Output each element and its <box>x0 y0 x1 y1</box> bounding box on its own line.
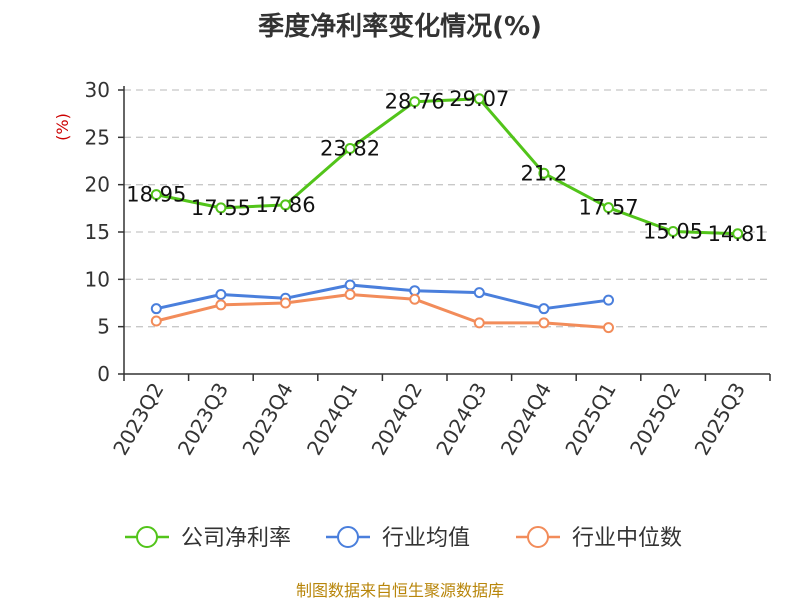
x-tick-label: 2023Q2 <box>108 379 168 460</box>
data-label: 17.57 <box>578 196 638 220</box>
data-point[interactable] <box>473 93 485 105</box>
data-point[interactable] <box>215 299 227 311</box>
data-label: 21.2 <box>521 161 568 185</box>
y-tick-label: 30 <box>85 78 110 102</box>
data-label: 29.07 <box>449 87 509 111</box>
x-tick-label: 2023Q4 <box>237 379 297 460</box>
data-point[interactable] <box>538 167 550 179</box>
y-tick-labels: 0 5 10 15 20 25 30 <box>85 78 110 386</box>
data-point[interactable] <box>732 228 744 240</box>
legend[interactable]: 公司净利率 行业均值 行业中位数 <box>125 526 682 551</box>
data-point[interactable] <box>473 317 485 329</box>
data-point[interactable] <box>603 322 614 334</box>
x-tick-labels: 2023Q2 2023Q3 2023Q4 2024Q1 2024Q2 2024Q3 2024… <box>108 379 750 460</box>
legend-label[interactable]: 公司净利率 <box>181 526 291 551</box>
data-point[interactable] <box>409 96 421 108</box>
data-point[interactable] <box>215 202 227 214</box>
data-point[interactable] <box>409 293 421 305</box>
data-point[interactable] <box>150 315 162 327</box>
series-line <box>155 293 609 330</box>
y-tick-label: 5 <box>97 315 110 339</box>
data-point[interactable] <box>603 294 614 306</box>
data-point[interactable] <box>603 202 614 214</box>
data-point[interactable] <box>344 143 356 155</box>
axes <box>118 86 771 381</box>
y-tick-label: 15 <box>85 220 110 244</box>
legend-label[interactable]: 行业均值 <box>382 526 470 551</box>
series-line <box>155 97 738 236</box>
x-tick-label: 2025Q3 <box>690 379 750 460</box>
y-tick-label: 10 <box>85 267 110 291</box>
series-line <box>155 283 609 311</box>
data-label: 23.82 <box>320 137 380 161</box>
data-point[interactable] <box>538 317 550 329</box>
x-tick-label: 2024Q2 <box>367 379 427 460</box>
y-tick-label: 20 <box>85 173 110 197</box>
data-point[interactable] <box>150 189 162 201</box>
data-point[interactable] <box>280 297 291 309</box>
data-point[interactable] <box>150 303 162 315</box>
x-tick-label: 2025Q1 <box>560 379 620 460</box>
y-axis-label: (%) <box>53 113 72 141</box>
x-tick-label: 2024Q4 <box>496 379 556 460</box>
data-label: 28.76 <box>385 90 445 114</box>
data-label: 18.95 <box>126 183 186 207</box>
data-point[interactable] <box>344 279 356 291</box>
data-label: 17.86 <box>255 193 315 217</box>
data-point[interactable] <box>280 199 291 211</box>
data-point[interactable] <box>473 287 485 299</box>
source-note: 制图数据来自恒生聚源数据库 <box>296 581 504 600</box>
data-label: 17.55 <box>191 196 251 220</box>
legend-marker[interactable] <box>136 526 158 548</box>
series-group <box>150 93 744 334</box>
x-tick-label: 2023Q3 <box>173 379 233 460</box>
legend-marker[interactable] <box>337 526 359 548</box>
y-tick-label: 25 <box>85 125 110 149</box>
data-point[interactable] <box>667 226 679 238</box>
x-tick-label: 2025Q2 <box>625 379 685 460</box>
x-tick-label: 2024Q1 <box>302 379 362 460</box>
data-point[interactable] <box>215 288 227 300</box>
data-point[interactable] <box>344 288 356 300</box>
data-label: 15.05 <box>643 220 703 244</box>
y-tick-label: 0 <box>97 362 110 386</box>
data-label: 14.81 <box>708 222 768 246</box>
x-tick-label: 2024Q3 <box>431 379 491 460</box>
legend-label[interactable]: 行业中位数 <box>572 526 682 551</box>
chart-title: 季度净利率变化情况(%) <box>258 11 542 42</box>
legend-marker[interactable] <box>527 526 549 548</box>
data-point[interactable] <box>538 303 550 315</box>
